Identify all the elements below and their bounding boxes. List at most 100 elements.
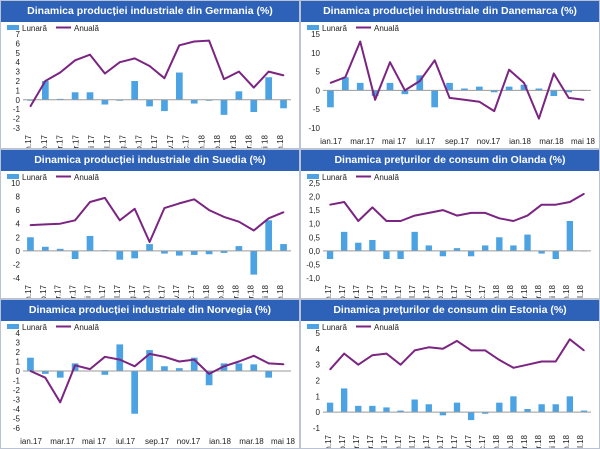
point <box>413 349 416 352</box>
legend-label-annual: Anuală <box>74 24 99 33</box>
point <box>44 376 47 379</box>
bar <box>265 220 273 251</box>
point <box>252 86 255 89</box>
y-tick-label: -1 <box>13 377 21 386</box>
x-tick-label: apr.18 <box>245 134 254 148</box>
point <box>89 201 91 203</box>
x-tick-label: mar.17 <box>350 137 375 146</box>
point <box>456 340 458 342</box>
bar <box>425 404 432 413</box>
x-tick-label: ian.17 <box>24 284 33 298</box>
chart-netherlands: Lunară Anuală -1,0 -0,5 0,0 0,5 1,0 1,5 2,0 2,5 ia… <box>306 173 591 298</box>
bar <box>490 90 498 93</box>
point <box>29 105 32 108</box>
line-series-annual <box>29 196 285 243</box>
point <box>238 70 240 73</box>
chart-title: Dinamica prețurilor de consum din Estoni… <box>301 300 599 321</box>
bar <box>580 410 588 413</box>
x-tick-label: apr.17 <box>71 135 80 148</box>
y-tick-label: 0,0 <box>309 247 321 256</box>
point <box>569 338 571 341</box>
legend: Lunară Anuală <box>7 24 99 33</box>
bar <box>341 77 349 91</box>
bar <box>431 90 439 108</box>
point <box>498 217 501 220</box>
point <box>583 193 585 195</box>
x-tick-label: iun.18 <box>276 134 285 148</box>
point <box>74 59 76 62</box>
bar <box>146 350 153 371</box>
bar <box>131 250 139 259</box>
chart-denmark: Lunară Anuală -10 -5 0 5 10 15 ian.17 mar.17 mai 1… <box>307 24 596 146</box>
point <box>433 59 436 62</box>
legend-label-monthly: Lunară <box>322 173 347 182</box>
point <box>385 352 388 355</box>
point <box>442 209 444 211</box>
x-tick-label: mar.17 <box>50 437 75 446</box>
x-axis: ian.17 feb.17 mar.17 apr.17 mai 17 iul.17 aug.… <box>24 134 285 148</box>
x-tick-label: aug.17 <box>128 284 137 298</box>
bar <box>235 91 243 100</box>
point <box>148 353 151 355</box>
bar <box>416 75 424 91</box>
line-series-annual <box>329 338 585 371</box>
legend-swatch-monthly <box>7 324 19 329</box>
y-tick-label: 1 <box>16 86 21 95</box>
x-tick-label: iul.17 <box>416 137 436 146</box>
point <box>583 349 585 352</box>
legend-label-annual: Anuală <box>374 24 399 33</box>
point <box>252 355 255 357</box>
point <box>267 70 270 73</box>
series-line <box>329 193 585 222</box>
x-tick-label: mar.18 <box>232 284 241 298</box>
x-tick-label: oct.17 <box>150 134 159 148</box>
bar <box>190 357 198 371</box>
x-tick-label: dec.17 <box>478 284 487 298</box>
series-line <box>29 39 284 107</box>
x-tick-label: iul.17 <box>408 434 417 448</box>
series-line <box>30 196 284 243</box>
point <box>554 203 557 206</box>
legend-swatch-monthly <box>7 25 19 30</box>
bar <box>146 244 153 251</box>
bar <box>280 244 287 251</box>
y-tick-label: 1 <box>316 392 321 401</box>
point <box>418 80 421 82</box>
bar <box>327 90 334 108</box>
bar-series-monthly <box>27 72 287 115</box>
y-tick-label: 10 <box>311 49 320 58</box>
bar <box>86 92 94 100</box>
y-tick-label: -1 <box>13 105 21 114</box>
chart-estonia: Lunară Anuală -1 0 1 2 3 4 5 ian.17 feb.17 mar.17 ap… <box>307 323 591 448</box>
legend-swatch-monthly <box>307 25 319 30</box>
bar <box>538 250 545 254</box>
point <box>118 61 121 63</box>
bar <box>369 240 376 251</box>
point <box>456 214 458 217</box>
y-tick-label: -2 <box>13 260 21 269</box>
bar <box>550 90 558 97</box>
legend-label-annual: Anuală <box>74 323 99 332</box>
point <box>399 220 402 222</box>
bar <box>175 72 183 100</box>
point <box>59 71 62 74</box>
y-tick-label: 4 <box>16 329 21 338</box>
y-tick-label: -4 <box>13 274 21 283</box>
point <box>404 89 406 92</box>
point <box>178 44 181 47</box>
x-tick-label: ian.18 <box>202 284 211 298</box>
bar <box>496 237 503 251</box>
y-tick-label: 3 <box>16 339 21 348</box>
point <box>178 360 181 363</box>
bar <box>356 82 364 91</box>
x-tick-label: ian.17 <box>24 134 33 148</box>
point <box>526 214 529 217</box>
y-tick-label: 1,0 <box>309 220 321 229</box>
point <box>59 222 62 225</box>
x-tick-label: feb.18 <box>217 284 226 298</box>
legend-swatch-monthly <box>307 174 319 179</box>
bar <box>250 99 258 113</box>
y-tick-label: 6 <box>16 39 21 48</box>
y-tick-label: 6 <box>16 206 21 215</box>
x-tick-label: iun.18 <box>276 284 285 298</box>
